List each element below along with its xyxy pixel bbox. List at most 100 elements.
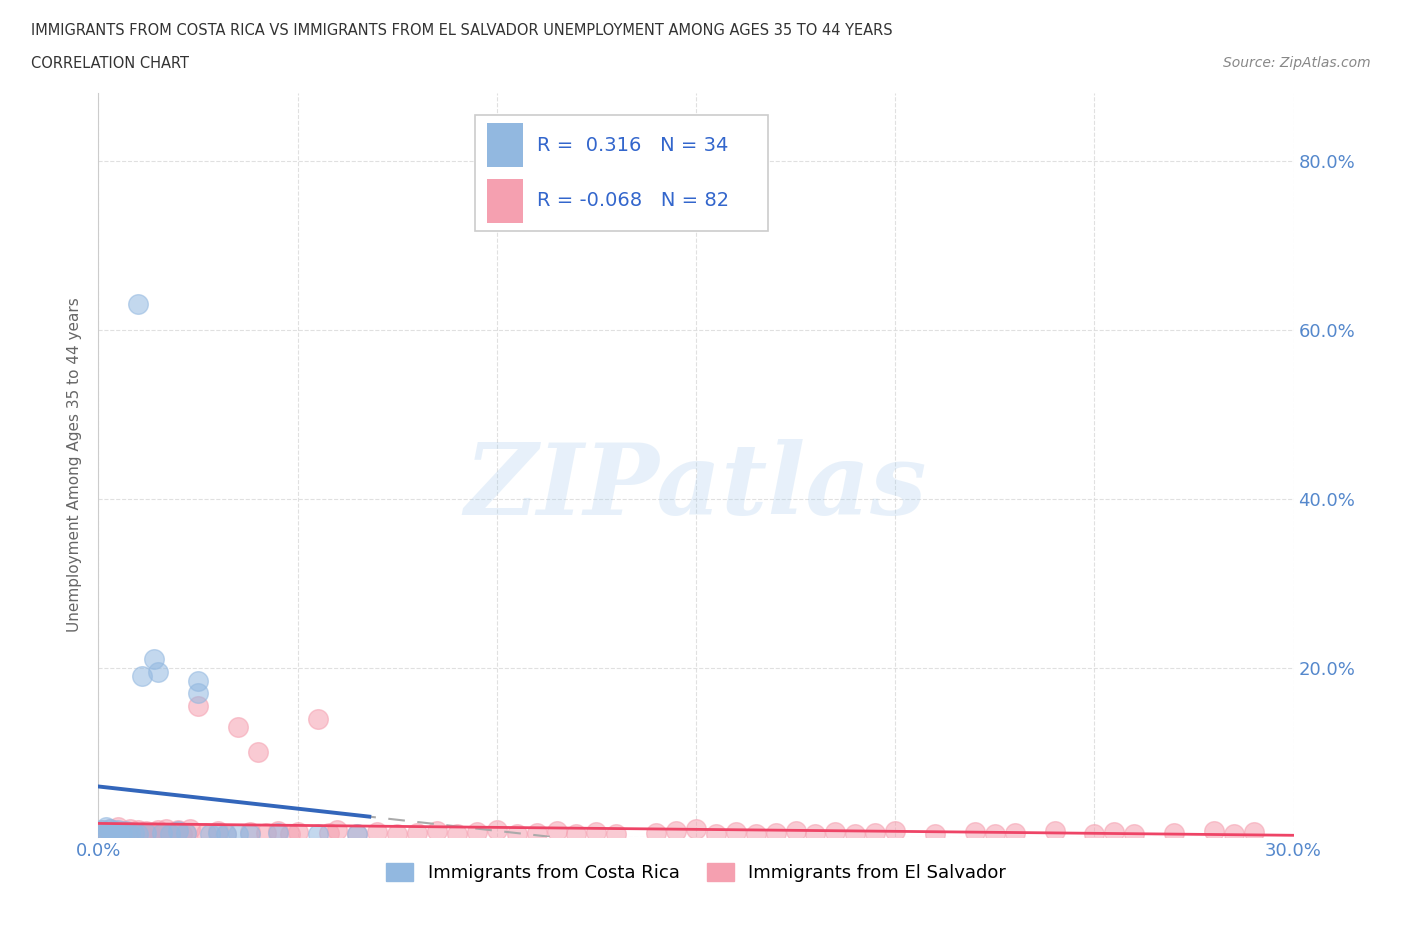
Point	[346, 826, 368, 841]
Point	[546, 824, 568, 839]
Point	[98, 821, 122, 836]
Point	[1043, 824, 1066, 839]
Point	[465, 825, 488, 840]
Point	[172, 827, 194, 842]
Point	[226, 826, 249, 841]
Point	[366, 825, 388, 840]
Point	[98, 825, 122, 840]
Point	[485, 823, 508, 838]
Point	[187, 685, 209, 700]
Point	[124, 827, 146, 842]
Point	[187, 698, 209, 713]
Y-axis label: Unemployment Among Ages 35 to 44 years: Unemployment Among Ages 35 to 44 years	[67, 298, 83, 632]
Point	[120, 827, 142, 842]
Point	[226, 720, 249, 735]
Point	[127, 297, 149, 312]
Point	[246, 745, 269, 760]
Point	[645, 825, 668, 840]
Point	[148, 665, 170, 680]
Point	[115, 824, 138, 839]
Point	[127, 826, 149, 841]
Point	[765, 825, 787, 840]
Point	[254, 825, 277, 840]
Point	[159, 826, 181, 841]
Point	[704, 826, 727, 841]
Point	[111, 825, 134, 840]
Point	[446, 826, 468, 841]
Point	[139, 827, 162, 842]
Point	[1243, 825, 1265, 840]
Point	[506, 827, 529, 842]
Point	[96, 819, 118, 834]
Point	[135, 825, 157, 840]
Point	[87, 825, 110, 840]
Point	[215, 826, 238, 841]
Text: CORRELATION CHART: CORRELATION CHART	[31, 56, 188, 71]
Point	[103, 823, 125, 838]
Point	[326, 823, 349, 838]
Point	[1223, 826, 1246, 841]
Point	[107, 819, 129, 834]
Point	[1083, 826, 1105, 841]
Point	[865, 825, 887, 840]
Point	[135, 824, 157, 839]
FancyBboxPatch shape	[486, 123, 523, 167]
Point	[318, 825, 340, 840]
Point	[804, 826, 827, 841]
Text: Source: ZipAtlas.com: Source: ZipAtlas.com	[1223, 56, 1371, 70]
Point	[107, 823, 129, 838]
Point	[267, 824, 290, 839]
Point	[103, 827, 125, 842]
Point	[148, 823, 170, 838]
Point	[884, 824, 907, 839]
Point	[143, 825, 166, 840]
Point	[924, 826, 946, 841]
Point	[1123, 827, 1146, 842]
Point	[163, 825, 186, 840]
Point	[107, 825, 129, 840]
Point	[120, 821, 142, 836]
Point	[267, 825, 290, 840]
Point	[844, 827, 866, 842]
Point	[287, 825, 309, 840]
Point	[131, 826, 153, 841]
Point	[87, 825, 110, 840]
Point	[824, 825, 846, 840]
Point	[174, 825, 197, 840]
Point	[307, 827, 329, 842]
Text: R =  0.316   N = 34: R = 0.316 N = 34	[537, 136, 728, 154]
Point	[207, 825, 229, 840]
Point	[103, 824, 125, 839]
Text: IMMIGRANTS FROM COSTA RICA VS IMMIGRANTS FROM EL SALVADOR UNEMPLOYMENT AMONG AGE: IMMIGRANTS FROM COSTA RICA VS IMMIGRANTS…	[31, 23, 893, 38]
Point	[346, 826, 368, 841]
Point	[103, 827, 125, 842]
Point	[984, 827, 1007, 842]
Point	[426, 824, 449, 839]
Point	[585, 825, 607, 840]
Point	[665, 824, 688, 839]
Point	[187, 673, 209, 688]
Point	[167, 824, 190, 839]
Point	[91, 823, 114, 838]
FancyBboxPatch shape	[475, 115, 768, 231]
Point	[124, 825, 146, 840]
Point	[385, 827, 409, 842]
Point	[207, 824, 229, 839]
Point	[565, 826, 588, 841]
Point	[239, 825, 262, 840]
Point	[115, 826, 138, 841]
Point	[307, 711, 329, 726]
Point	[91, 823, 114, 838]
Point	[107, 826, 129, 841]
Point	[198, 826, 221, 841]
Point	[127, 823, 149, 838]
Point	[96, 826, 118, 841]
Legend: Immigrants from Costa Rica, Immigrants from El Salvador: Immigrants from Costa Rica, Immigrants f…	[378, 856, 1014, 889]
Point	[150, 825, 173, 840]
Point	[526, 825, 548, 840]
Point	[406, 825, 429, 840]
Point	[98, 825, 122, 840]
Point	[120, 825, 142, 840]
Point	[1163, 825, 1185, 840]
Point	[174, 825, 197, 840]
